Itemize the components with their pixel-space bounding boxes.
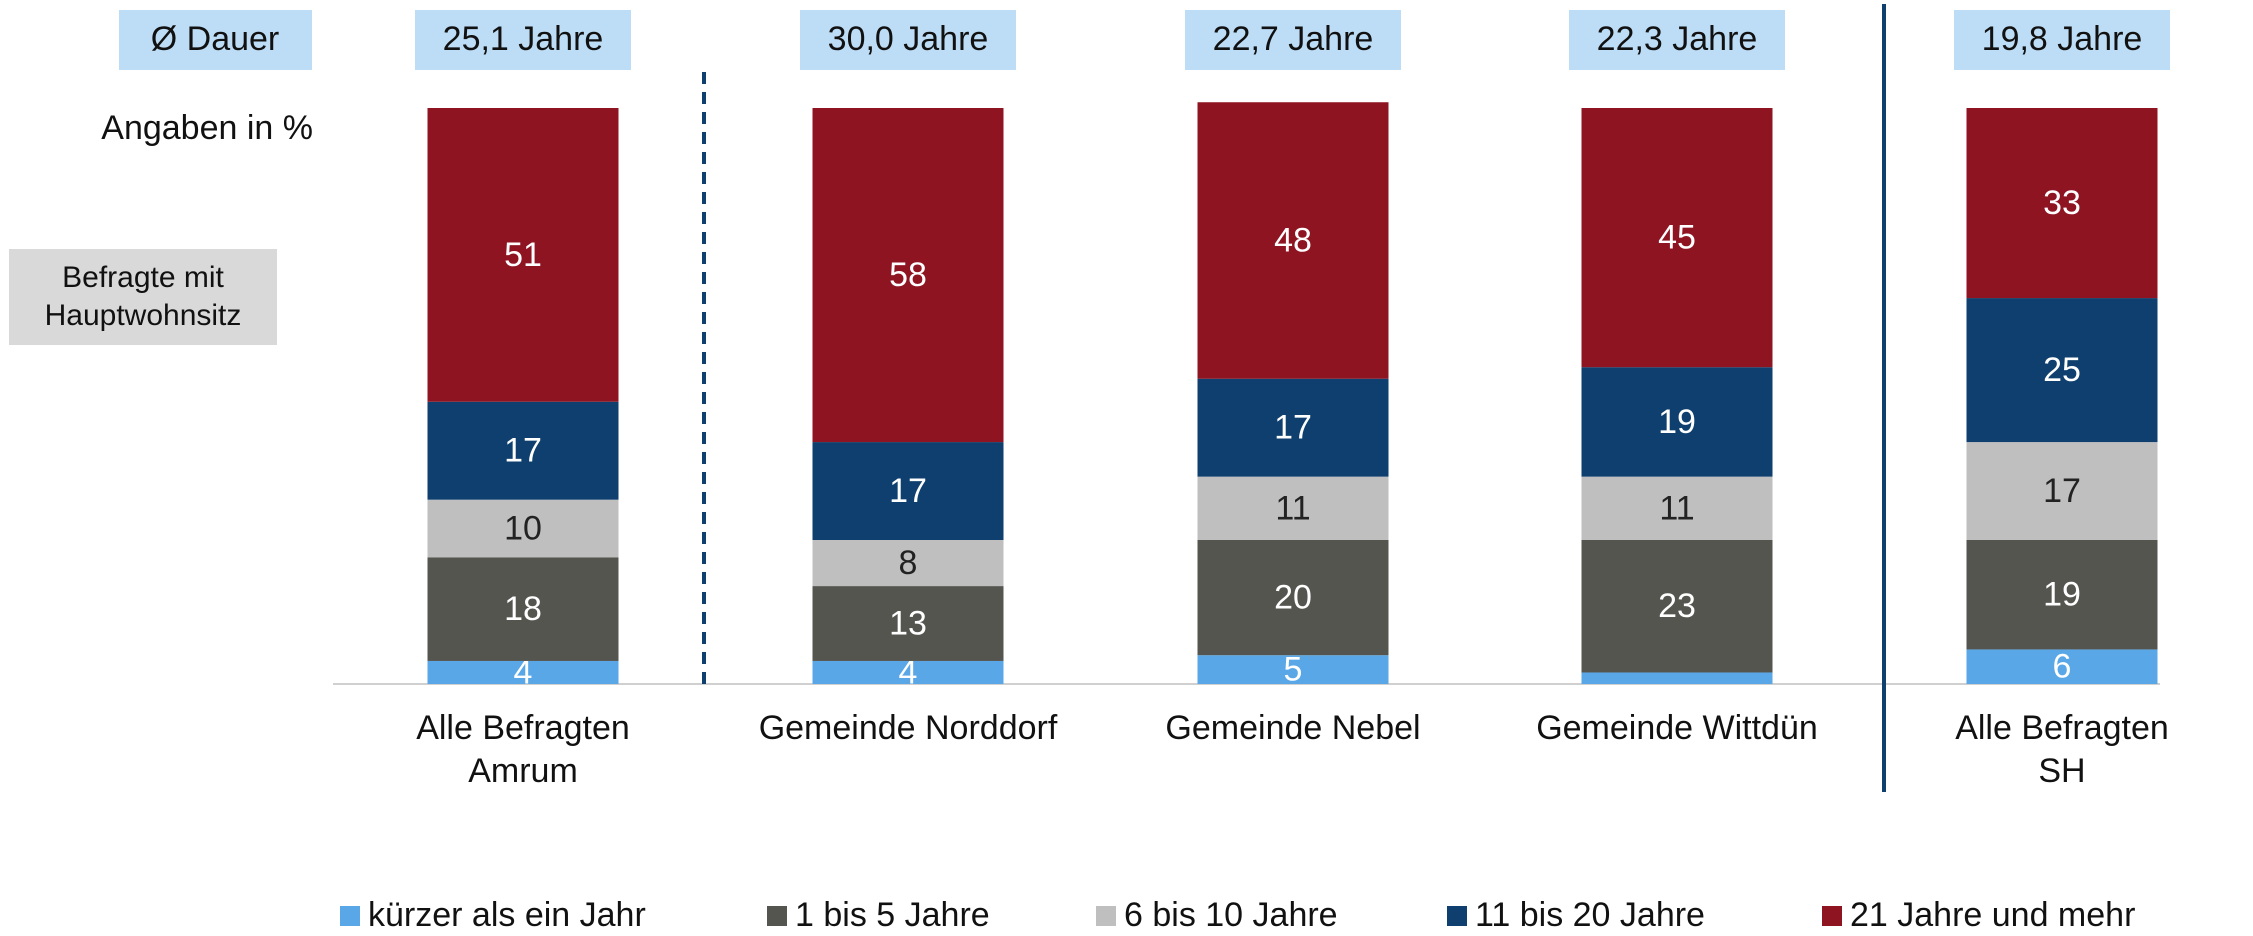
bar-segment [1966,108,2158,299]
bar-segment [1966,649,2158,684]
value-label: 18 [504,590,542,628]
bar-segment [812,660,1004,684]
legend-label: 6 bis 10 Jahre [1124,896,1338,934]
value-label: 48 [1274,221,1312,259]
duration: 22,3 Jahre [1597,20,1758,58]
value-label: 19 [1658,403,1696,441]
x-tick-label: Alle Befragten [1955,709,2169,747]
value-label: 13 [889,605,927,643]
bar-segment [1966,298,2158,443]
bar-segment [812,108,1004,443]
bar-segment [1197,476,1389,540]
duration: 30,0 Jahre [828,20,989,58]
value-label: 20 [1274,579,1312,617]
duration-label-box [119,10,312,70]
legend-swatch [767,906,787,926]
value-label: 33 [2043,184,2081,222]
legend-label: 11 bis 20 Jahre [1475,896,1705,934]
note-box [9,249,277,345]
duration: 25,1 Jahre [443,20,604,58]
value-label: 10 [504,509,542,547]
bar-segment [427,660,619,684]
bar-segment [1966,540,2158,650]
bar-segment [812,586,1004,661]
duration-label: Ø Dauer [151,20,280,58]
value-label: 45 [1658,219,1696,257]
value-label: 5 [1284,651,1303,689]
value-label: 17 [504,432,542,470]
bar-segment [1581,476,1773,540]
duration-box [1954,10,2170,70]
duration: 22,7 Jahre [1213,20,1374,58]
note-line: Befragte mit [62,261,224,294]
legend-swatch [1822,906,1842,926]
legend-label: 21 Jahre und mehr [1850,896,2135,934]
value-label: 17 [1274,409,1312,447]
bar-segment [812,442,1004,540]
duration-box [1185,10,1401,70]
value-label: 8 [899,544,918,582]
bar-segment [812,540,1004,587]
duration: 19,8 Jahre [1982,20,2143,58]
value-label: 19 [2043,576,2081,614]
legend-label: 1 bis 5 Jahre [795,896,990,934]
legend-swatch [340,906,360,926]
x-tick-label: Gemeinde Norddorf [759,709,1058,747]
value-label: 6 [2053,648,2072,686]
legend-swatch [1096,906,1116,926]
note-line: Hauptwohnsitz [45,299,242,332]
bar-segment [1197,378,1389,477]
bar-segment [1197,102,1389,379]
value-label: 23 [1658,587,1696,625]
value-label: 11 [1659,489,1694,527]
bar-segment [1581,108,1773,368]
x-tick-label: SH [2038,752,2085,790]
bar-segment [427,499,619,558]
bar-segment [1197,655,1389,684]
value-label: 17 [889,472,927,510]
x-tick-label: Gemeinde Wittdün [1536,709,1818,747]
x-tick-label: Gemeinde Nebel [1165,709,1420,747]
value-label: 51 [504,236,542,274]
value-label: 4 [899,653,918,691]
bar-segment [427,557,619,661]
value-label: 17 [2043,472,2081,510]
bar-segment [1966,442,2158,540]
x-tick-label: Alle Befragten [416,709,630,747]
unit-note: Angaben in % [101,109,313,147]
value-label: 11 [1275,489,1310,527]
legend-swatch [1447,906,1467,926]
bar-segment [427,401,619,500]
bar-segment [1197,540,1389,656]
bar-segment [1581,540,1773,673]
value-label: 25 [2043,351,2081,389]
x-tick-label: Amrum [468,752,578,790]
bar-segment [1581,672,1773,684]
legend-label: kürzer als ein Jahr [368,896,646,934]
bar-segment [427,108,619,402]
value-label: 4 [514,653,533,691]
bar-segment [1581,367,1773,477]
value-label: 58 [889,256,927,294]
duration-box [1569,10,1785,70]
duration-box [415,10,631,70]
duration-box [800,10,1016,70]
